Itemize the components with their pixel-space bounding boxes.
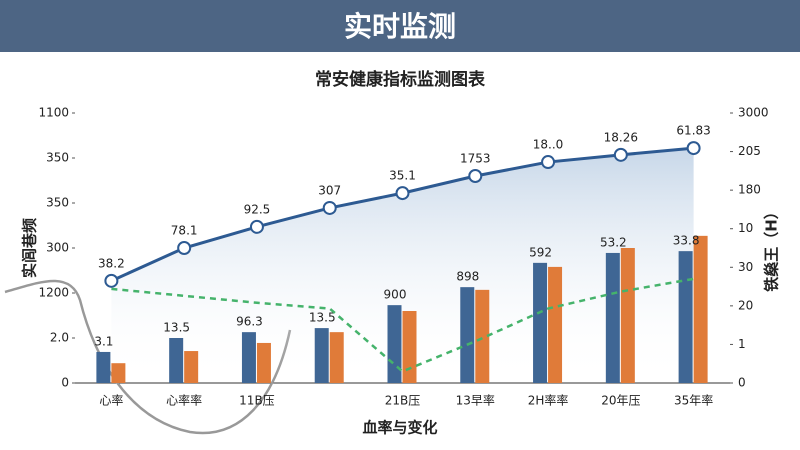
line-label: 1753 xyxy=(460,152,491,166)
bar xyxy=(329,332,344,383)
bar xyxy=(460,287,475,383)
x-tick-label: 11B压 xyxy=(239,394,275,408)
bar-label: 3.1 xyxy=(94,334,113,348)
y2-tick-label: 30 xyxy=(738,260,753,274)
y-tick-label: 1100 xyxy=(38,106,69,120)
y-tick-label: 1200 xyxy=(38,286,69,300)
header-title: 实时监测 xyxy=(344,10,456,43)
line-point xyxy=(395,186,410,201)
y-tick-label: 0 xyxy=(61,376,69,390)
line-label: 307 xyxy=(318,183,341,197)
bar-label: 592 xyxy=(529,245,552,259)
chart-title: 常安健康指标监测图表 xyxy=(315,69,486,90)
x-tick-label: 21B压 xyxy=(385,394,421,408)
y2-tick-label: 10 xyxy=(738,221,753,235)
line-label: 35.1 xyxy=(389,169,416,183)
y-tick-label: 350 xyxy=(46,196,69,210)
bar xyxy=(314,328,329,383)
bar xyxy=(387,305,402,383)
x-tick-label: 2H率率 xyxy=(528,393,569,408)
line-label: 18..0 xyxy=(533,138,564,152)
bar xyxy=(605,252,620,383)
bar xyxy=(533,262,548,383)
y-axis-label: 实闾巷频 xyxy=(21,218,39,278)
line-label: 78.1 xyxy=(171,224,198,238)
x-tick-label: 心率率 xyxy=(166,393,202,408)
line-point xyxy=(686,141,701,156)
x-tick-label: 20年压 xyxy=(601,394,640,408)
bar xyxy=(548,266,563,383)
line-point xyxy=(249,219,264,234)
line-label: 18.26 xyxy=(604,130,638,144)
x-tick-label: 心率 xyxy=(99,393,123,408)
line-label: 92.5 xyxy=(244,202,271,216)
bar xyxy=(678,251,693,383)
line-label: 61.83 xyxy=(676,124,710,138)
y-tick-label: 300 xyxy=(46,241,69,255)
bar xyxy=(256,342,271,383)
bar xyxy=(693,235,708,383)
bar-label: 900 xyxy=(384,288,407,302)
scribble xyxy=(4,279,292,435)
y2-tick-label: 0 xyxy=(738,376,746,390)
bar xyxy=(475,289,490,383)
bar-label: 13.5 xyxy=(163,321,190,335)
bar xyxy=(169,338,184,383)
y2-tick-label: 180 xyxy=(738,183,761,197)
line-point xyxy=(177,241,192,255)
bar-label: 53.2 xyxy=(600,235,627,249)
line-point xyxy=(541,155,556,170)
line-label: 38.2 xyxy=(98,256,125,270)
bar xyxy=(96,351,111,383)
line-point xyxy=(613,147,628,162)
x-tick-label: 13早率 xyxy=(456,393,495,408)
y-tick-label: 2.0 xyxy=(50,331,69,345)
y2-axis-label: 铁燊王（H） xyxy=(763,204,781,292)
bar xyxy=(402,311,417,383)
y-tick-label: 350 xyxy=(46,151,69,165)
bar-label: 33.8 xyxy=(673,234,700,248)
bar-label: 96.3 xyxy=(236,315,263,329)
bar-label: 13.5 xyxy=(309,311,336,325)
bar xyxy=(184,351,199,383)
bar xyxy=(241,332,256,383)
y2-tick-label: 1 xyxy=(738,337,746,351)
y2-tick-label: 3000 xyxy=(738,106,769,120)
header-bar xyxy=(0,0,800,52)
bar xyxy=(620,248,635,383)
bar xyxy=(111,363,126,383)
x-tick-label: 35年率 xyxy=(674,393,713,408)
y2-tick-label: 20 xyxy=(738,298,753,312)
line-point xyxy=(322,200,337,215)
line-point xyxy=(104,273,119,288)
x-axis-label: 血率与变化 xyxy=(362,419,437,437)
bar-label: 898 xyxy=(456,270,479,284)
y2-tick-label: 205 xyxy=(738,144,761,158)
line-point xyxy=(468,169,483,183)
